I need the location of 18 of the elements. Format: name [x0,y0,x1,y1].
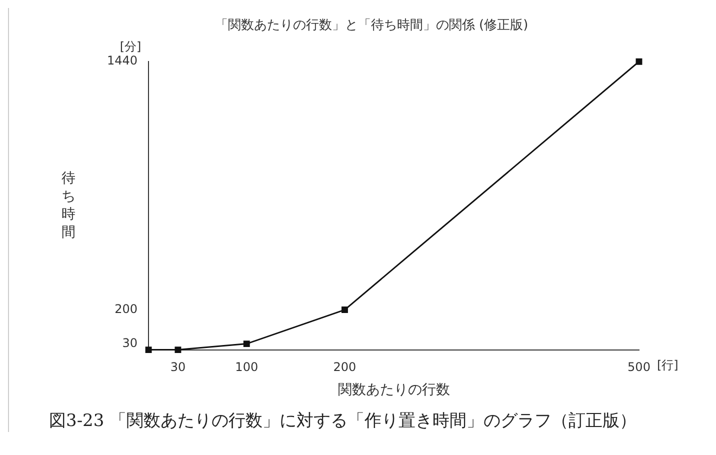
y-tick-label: 1440 [106,54,138,68]
x-tick-label: 100 [235,360,258,374]
text: [行] [657,358,678,372]
x-tick-label: 30 [170,360,186,374]
y-tick-label: 200 [114,302,138,316]
point [342,306,348,313]
point [145,346,152,354]
point [174,346,182,354]
chart-title: 「関数あたりの行数」と「待ち時間」の関係 (修正版) [214,18,528,34]
x-axis-title: 関数あたりの行数 [338,382,450,398]
y-tick-label: 30 [122,336,138,350]
x-tick-label: 200 [333,360,356,374]
point [243,340,250,348]
caption: 図3-23 「関数あたりの行数」に対する「作り置き時間」のグラフ（訂正版） [48,410,638,432]
y-axis-title: 待ち時間 [62,170,76,240]
text: [分] [120,40,142,54]
point [636,58,642,65]
x-tick-label: 500 [628,360,650,374]
